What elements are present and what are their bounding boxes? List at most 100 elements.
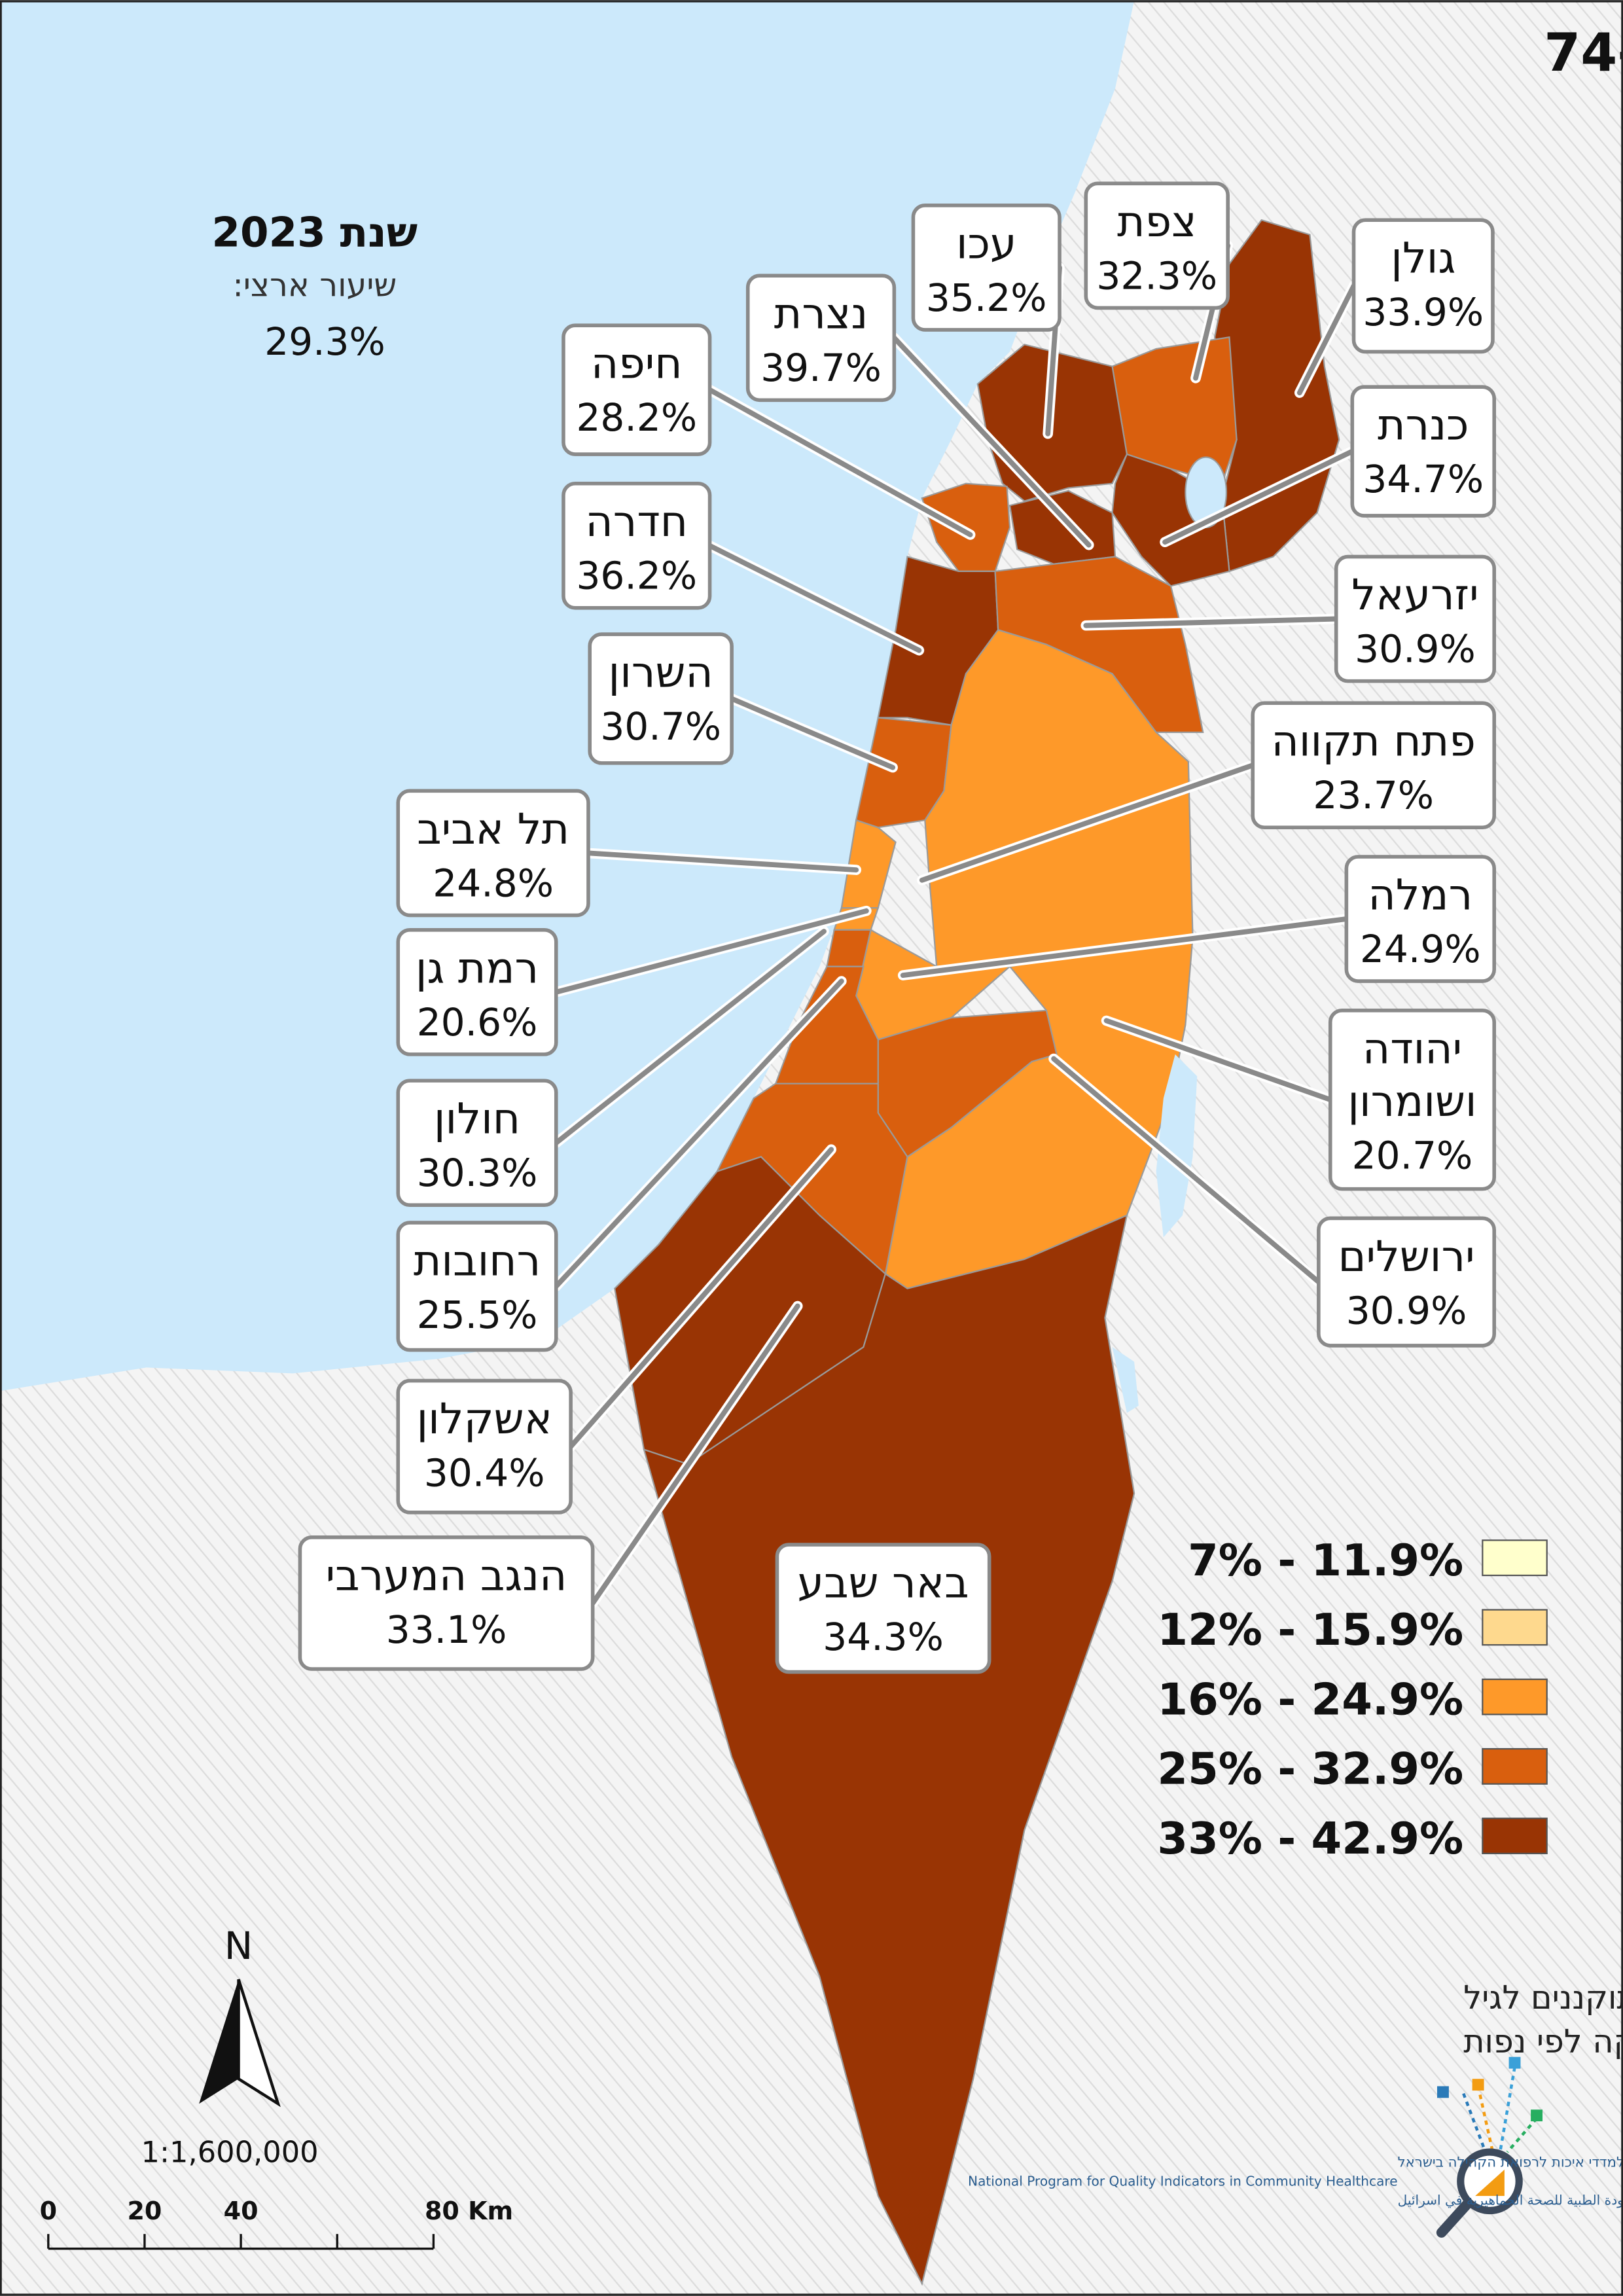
scale-ratio: 1:1,600,000	[141, 2135, 319, 2170]
callout-box	[396, 789, 590, 918]
logo-text: المشروع الوطني لمؤشرات الجودة الطبية للص…	[1398, 2193, 1623, 2209]
leader-line	[553, 978, 844, 1289]
logo-text: התכנית הלאומית למדדי איכות לרפואת הקהילה…	[1398, 2154, 1623, 2170]
logo: התכנית הלאומית למדדי איכות לרפואת הקהילה…	[968, 2056, 1623, 2238]
national-rate-label: שיעור ארצי:	[232, 266, 397, 304]
region-value: 30.7%	[600, 704, 721, 749]
region	[840, 819, 897, 909]
regions	[614, 219, 1340, 2286]
note-line: שיעורים מתוקננים לגיל	[1463, 1979, 1623, 2017]
region-value: 24.8%	[433, 861, 554, 905]
note-line: חלוקה לפי נפות	[1463, 2022, 1623, 2060]
region-value: 35.2%	[926, 276, 1047, 320]
callout-box	[1334, 554, 1497, 683]
callout-box	[396, 1079, 558, 1208]
region-name: השרון	[609, 649, 713, 698]
legend-label: 33% - 42.9%	[1157, 1813, 1463, 1864]
callout-box	[1084, 181, 1230, 310]
region-name: באר שבע	[798, 1559, 969, 1608]
leader-line	[900, 916, 1349, 978]
region-name: הנגב המערבי	[326, 1551, 567, 1600]
leader-line	[707, 543, 922, 653]
legend: 7% - 11.9% 12% - 15.9% 16% - 24.9% 25% - 32…	[1157, 1535, 1548, 1864]
north-label: N	[224, 1924, 253, 1968]
region-value: 25.5%	[417, 1293, 538, 1337]
leader-line	[586, 850, 859, 873]
callout-box	[1251, 701, 1497, 830]
legend-swatch	[1482, 1609, 1548, 1646]
callout-box	[562, 481, 712, 610]
callout-box	[1350, 385, 1497, 518]
leader-line	[568, 1147, 834, 1450]
region	[643, 1213, 1135, 2286]
callout-box	[775, 1543, 991, 1674]
leader-line	[1083, 616, 1339, 628]
region-value: 20.6%	[417, 1000, 538, 1045]
leader-line	[1296, 283, 1357, 396]
region-name: חדרה	[585, 497, 688, 547]
logo-text: National Program for Quality Indicators …	[968, 2174, 1398, 2189]
region-value: 34.7%	[1363, 457, 1484, 501]
leader-line	[919, 762, 1256, 883]
region-name: רמלה	[1368, 870, 1472, 920]
callout-box	[745, 274, 897, 403]
legend-swatch	[1482, 1678, 1548, 1715]
callout-box	[1344, 855, 1497, 983]
region-value: 34.3%	[823, 1615, 944, 1659]
region-name: ירושלים	[1338, 1232, 1474, 1282]
callout-box	[396, 1221, 558, 1352]
region-value: 20.7%	[1352, 1133, 1473, 1177]
region-name: כנרת	[1378, 401, 1469, 450]
leader-line	[1162, 448, 1355, 545]
year: שנת 2023	[211, 208, 418, 256]
scale-bar: 0 20 40 80 Km	[40, 2197, 513, 2250]
region-name: רמת גן	[416, 944, 539, 993]
leader-lines	[550, 240, 1359, 1609]
national-rate: 29.3%	[264, 319, 385, 364]
region-value: 32.3%	[1096, 253, 1217, 298]
callout-box	[588, 632, 734, 765]
region-name: עכו	[956, 219, 1017, 268]
region-value: 24.9%	[1360, 927, 1481, 971]
region-value: 30.9%	[1346, 1288, 1467, 1333]
callout-box	[1351, 218, 1495, 354]
leader-line	[707, 387, 973, 537]
region-name: גולן	[1391, 234, 1455, 283]
region-value: 33.9%	[1363, 290, 1484, 334]
callout-box	[911, 204, 1061, 332]
scale-label: 40	[224, 2197, 259, 2225]
callout-box	[396, 928, 558, 1056]
region-value: 33.1%	[386, 1607, 507, 1652]
callout-box	[396, 1378, 573, 1515]
leader-line	[590, 1303, 800, 1606]
callout-box	[1317, 1216, 1497, 1348]
region-name: רחובות	[414, 1237, 541, 1286]
region-name: פתח תקווה	[1272, 717, 1476, 766]
scale-label: 80 Km	[425, 2197, 513, 2225]
leader-line	[1103, 1018, 1333, 1103]
region-name: חיפה	[591, 340, 683, 389]
leader-line	[729, 696, 896, 770]
region-name: יהודה	[1363, 1024, 1462, 1073]
dead-sea	[1156, 1054, 1198, 1238]
scale-label: 0	[40, 2197, 57, 2225]
region-value: 28.2%	[576, 395, 697, 440]
legend-label: 7% - 11.9%	[1188, 1535, 1463, 1586]
legend-label: 12% - 15.9%	[1157, 1604, 1463, 1655]
region-name: צפת	[1117, 198, 1197, 247]
region-value: 23.7%	[1313, 773, 1434, 817]
reservoir	[1112, 1347, 1139, 1413]
callout-box	[298, 1535, 595, 1671]
callouts: גולן 33.9% צפת 32.3% עכו 35.2% נצרת 39.7% חיפה 28…	[298, 181, 1497, 1674]
region-value: 30.9%	[1355, 627, 1476, 672]
map-title: שיעור עישון בקרב גברים בני 74-16	[1544, 22, 1623, 83]
region-value: 30.3%	[417, 1151, 538, 1195]
legend-label: 16% - 24.9%	[1157, 1674, 1463, 1725]
region-name: יזרעאל	[1351, 571, 1478, 620]
region-name: חולון	[434, 1095, 520, 1144]
legend-label: 25% - 32.9%	[1157, 1744, 1463, 1795]
leader-line	[891, 335, 1092, 548]
